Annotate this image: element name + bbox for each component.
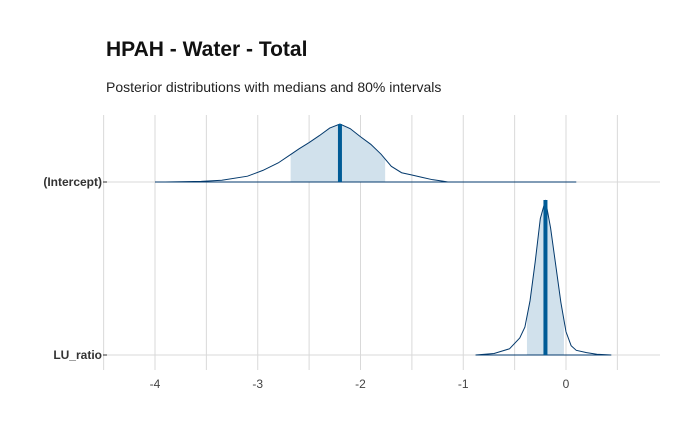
ridge-0 [155,123,577,183]
y-tick-label-1: LU_ratio [53,348,102,362]
x-tick-label-3: -1 [458,377,469,391]
ridges [155,123,612,356]
chart-subtitle: Posterior distributions with medians and… [106,79,441,95]
x-tick-label-4: 0 [563,377,570,391]
y-axis: (Intercept) LU_ratio [43,175,107,362]
ridge-1 [475,199,612,356]
x-axis: -4 -3 -2 -1 0 [150,377,570,391]
x-tick-label-0: -4 [150,377,161,391]
gridlines [103,115,660,370]
chart-title: HPAH - Water - Total [106,38,307,61]
density-curve-1 [475,199,612,356]
interval-area-0 [290,124,386,182]
x-tick-label-1: -3 [252,377,263,391]
y-tick-label-0: (Intercept) [43,175,102,189]
x-tick-label-2: -2 [355,377,366,391]
